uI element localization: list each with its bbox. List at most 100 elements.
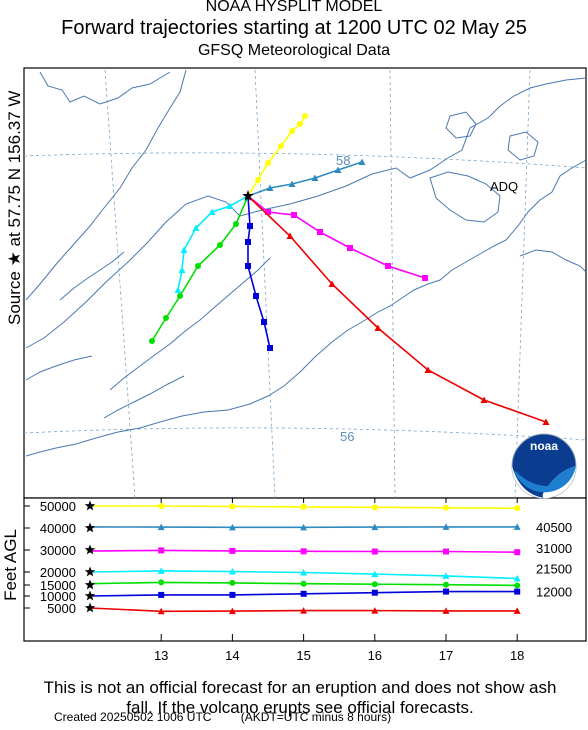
trajectory-magenta-point-5	[385, 263, 391, 269]
akdt-note: (AKDT=UTC minus 8 hours)	[240, 710, 392, 724]
trajectory-cyan-point-1	[226, 202, 234, 209]
altitude-cyan-point-3	[300, 569, 308, 576]
x-tick-label-15: 15	[296, 648, 310, 663]
trajectory-magenta-point-4	[347, 245, 353, 251]
y-tick-label-15000: 15000	[40, 578, 76, 593]
trajectory-yellow-point-5	[297, 121, 303, 127]
altitude-red-point-2	[228, 607, 236, 615]
trajectory-green-point-2	[217, 242, 223, 248]
source-star-10000	[84, 590, 96, 601]
altitude-magenta-point-3	[300, 548, 307, 555]
trajectory-red-point-3	[374, 324, 382, 331]
trajectory-steelblue-point-4	[334, 166, 342, 173]
altitude-axis-label: Feet AGL	[1, 529, 20, 601]
x-tick-label-18: 18	[510, 648, 524, 663]
x-tick-label-16: 16	[368, 648, 382, 663]
altitude-blue-point-2	[229, 591, 236, 598]
altitude-red-point-5	[442, 607, 450, 614]
trajectory-red-point-5	[480, 396, 488, 403]
source-star-30000	[84, 544, 96, 555]
right-label-40500: 40500	[536, 520, 572, 535]
lat-label-58: 58	[336, 153, 350, 168]
altitude-green-point-3	[300, 580, 307, 587]
trajectory-steelblue-point-2	[288, 180, 296, 187]
altitude-magenta-point-5	[443, 548, 449, 555]
altitude-yellow-point-4	[371, 504, 378, 511]
noaa-logo-text: noaa	[530, 439, 558, 453]
created-timestamp: Created 20250502 1006 UTC	[54, 710, 212, 724]
altitude-frame	[23, 497, 587, 642]
trajectory-magenta-point-3	[317, 229, 323, 235]
altitude-magenta-point-1	[158, 547, 165, 554]
y-tick-label-30000: 30000	[40, 543, 76, 558]
trajectory-yellow-point-4	[289, 128, 295, 134]
trajectory-magenta-point-1	[265, 209, 271, 215]
altitude-blue-point-5	[443, 588, 449, 595]
altitude-steelblue-point-3	[300, 523, 308, 531]
trajectory-green-point-5	[163, 315, 169, 321]
x-tick-label-13: 13	[154, 648, 168, 663]
altitude-green-point-6	[514, 582, 521, 589]
altitude-blue-point-1	[158, 591, 165, 598]
trajectory-blue-point-2	[245, 239, 251, 245]
place-label-adq: ADQ	[490, 179, 518, 194]
altitude-steelblue-point-6	[513, 523, 521, 530]
y-tick-label-40000: 40000	[40, 521, 76, 536]
map-source-star-icon	[242, 190, 254, 201]
trajectory-blue-point-4	[253, 293, 259, 299]
credit-line: Created 20250502 1006 UTC (AKDT=UTC minu…	[54, 710, 417, 724]
trajectory-steelblue-point-1	[266, 184, 274, 191]
altitude-cyan-point-5	[442, 572, 450, 579]
trajectory-green-point-1	[233, 221, 239, 227]
source-star-20000	[84, 566, 96, 577]
right-label-21500: 21500	[536, 562, 572, 577]
lat-label-56: 56	[340, 429, 354, 444]
source-star-40000	[84, 522, 96, 533]
altitude-red-point-1	[157, 607, 165, 615]
altitude-magenta-point-6	[514, 549, 521, 556]
trajectory-green-point-6	[149, 338, 155, 344]
right-label-12000: 12000	[536, 585, 572, 600]
trajectory-yellow-point-1	[255, 177, 261, 183]
trajectory-yellow-point-3	[278, 143, 284, 149]
trajectory-blue-point-5	[261, 319, 267, 325]
trajectory-green-point-4	[177, 293, 183, 299]
coastline	[25, 69, 587, 457]
altitude-blue-point-3	[300, 590, 307, 597]
source-star-icon	[84, 500, 96, 613]
trajectory-cyan-point-5	[178, 266, 186, 273]
altitude-magenta-point-4	[371, 548, 378, 555]
trajectory-yellow-point-6	[302, 113, 308, 119]
trajectory-steelblue-point-3	[311, 174, 319, 181]
altitude-green-point-1	[158, 579, 165, 586]
altitude-red-point-3	[300, 607, 308, 614]
x-tick-label-14: 14	[225, 648, 239, 663]
trajectory-blue-point-6	[267, 345, 273, 351]
trajectory-yellow-point-2	[265, 160, 271, 166]
map-gridlines	[23, 69, 587, 499]
altitude-yellow-point-6	[514, 505, 521, 512]
trajectory-steelblue	[247, 161, 363, 197]
met-data-title: GFSQ Meteorological Data	[197, 42, 391, 59]
map-trajectories	[149, 113, 550, 425]
altitude-steelblue-point-1	[157, 523, 165, 531]
altitude-cyan-point-4	[371, 570, 379, 578]
altitude-steelblue-point-4	[371, 523, 379, 531]
altitude-blue-point-4	[371, 589, 378, 596]
altitude-yellow-point-5	[443, 504, 449, 511]
trajectory-blue-point-3	[245, 263, 251, 269]
altitude-series	[89, 503, 521, 615]
altitude-green-point-2	[229, 579, 236, 586]
altitude-yellow-point-3	[300, 503, 307, 510]
trajectory-steelblue-point-5	[358, 158, 366, 165]
altitude-steelblue-point-5	[442, 523, 450, 530]
trajectory-blue-point-1	[247, 223, 253, 229]
altitude-yellow-point-1	[158, 503, 165, 509]
y-tick-label-50000: 50000	[40, 499, 76, 514]
altitude-blue-point-6	[514, 588, 521, 595]
right-label-31000: 31000	[536, 541, 572, 556]
altitude-cyan-point-2	[228, 568, 236, 575]
trajectory-magenta-point-2	[291, 212, 297, 218]
source-star-50000	[84, 500, 96, 511]
